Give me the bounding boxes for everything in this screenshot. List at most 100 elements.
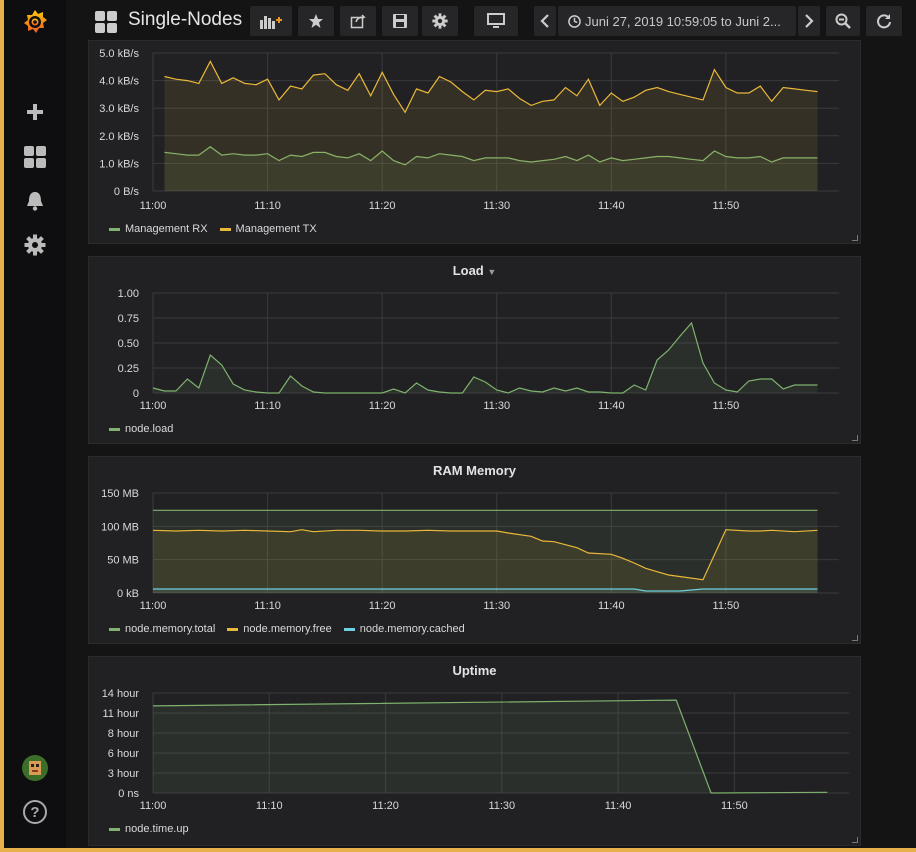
series-area (164, 146, 818, 191)
y-tick-label: 4.0 kB/s (99, 76, 139, 88)
resize-handle[interactable] (852, 635, 858, 641)
y-tick-label: 0 (133, 388, 139, 400)
resize-handle[interactable] (852, 235, 858, 241)
x-tick-label: 11:20 (369, 600, 396, 612)
help-icon[interactable]: ? (4, 794, 66, 830)
series-area (153, 529, 818, 593)
panel-title[interactable]: Uptime (452, 663, 497, 678)
x-tick-label: 11:40 (598, 200, 625, 212)
resize-handle[interactable] (852, 837, 858, 843)
y-tick-label: 0 B/s (114, 186, 140, 198)
zoom-out-button[interactable] (826, 6, 860, 36)
star-button[interactable] (298, 6, 334, 36)
legend: Management RX Management TX (109, 223, 317, 235)
chevron-left-icon (540, 14, 549, 28)
series-line[interactable] (153, 588, 818, 592)
x-tick-label: 11:10 (254, 200, 281, 212)
grafana-logo-icon[interactable] (4, 2, 66, 42)
time-range-text: Juni 27, 2019 10:59:05 to Juni 2... (585, 13, 781, 29)
dashboard-grid-icon (94, 10, 118, 39)
y-tick-label: 100 MB (101, 521, 139, 533)
series-area (153, 589, 818, 593)
series-line[interactable] (152, 529, 818, 581)
time-forward-button[interactable] (798, 6, 820, 36)
save-button[interactable] (382, 6, 418, 36)
legend-item[interactable]: Management TX (219, 223, 317, 235)
legend: node.time.up (109, 823, 189, 835)
add-panel-button[interactable] (250, 6, 292, 36)
y-tick-label: 0 ns (118, 788, 139, 800)
legend-item[interactable]: node.memory.cached (343, 623, 465, 635)
y-tick-label: 1.0 kB/s (99, 158, 139, 170)
y-tick-label: 11 hour (103, 708, 140, 720)
gear-icon[interactable] (4, 227, 66, 263)
series-line[interactable] (164, 146, 818, 166)
ram-chart: 0 kB 50 MB 100 MB 150 MB 11:00 11:10 11:20 11:3… (101, 488, 839, 612)
resize-handle[interactable] (852, 435, 858, 441)
y-tick-label: 150 MB (101, 488, 139, 500)
x-tick-label: 11:00 (140, 600, 167, 612)
share-button[interactable] (340, 6, 376, 36)
legend-item[interactable]: Management RX (109, 223, 208, 235)
x-tick-label: 11:30 (483, 200, 510, 212)
y-tick-label: 3.0 kB/s (99, 103, 139, 115)
panel-title[interactable]: RAM Memory (432, 463, 517, 478)
x-tick-label: 11:10 (256, 800, 283, 812)
legend-swatch (109, 427, 120, 431)
dashboard-title[interactable]: Single-Nodes ▼ (128, 9, 262, 31)
refresh-button[interactable] (866, 6, 902, 36)
x-tick-label: 11:30 (483, 400, 510, 412)
x-tick-label: 11:40 (598, 600, 625, 612)
series-area (153, 700, 828, 793)
legend-item[interactable]: node.memory.free (227, 623, 332, 635)
y-tick-label: 6 hour (108, 748, 140, 760)
y-tick-label: 5.0 kB/s (99, 48, 139, 60)
legend-label: node.memory.free (243, 623, 332, 635)
dashboards-icon[interactable] (4, 139, 66, 175)
y-tick-label: 2.0 kB/s (99, 131, 139, 143)
series-area (164, 61, 818, 191)
y-tick-label: 0.75 (118, 313, 139, 325)
x-tick-label: 11:50 (713, 400, 740, 412)
legend-label: node.memory.total (125, 623, 216, 635)
legend-item[interactable]: node.time.up (109, 823, 189, 835)
series-line[interactable] (164, 59, 818, 114)
settings-icon (432, 13, 448, 29)
bell-icon[interactable] (4, 183, 66, 219)
y-tick-label: 0 kB (117, 588, 139, 600)
y-tick-label: 1.00 (118, 288, 139, 300)
y-tick-label: 0.25 (118, 363, 139, 375)
series-line[interactable] (152, 699, 828, 794)
avatar[interactable] (4, 750, 66, 786)
legend-label: Management TX (235, 223, 317, 235)
legend-item[interactable]: node.load (109, 423, 173, 435)
legend-swatch (343, 627, 355, 631)
tv-mode-button[interactable] (474, 6, 518, 36)
zoom-out-icon (835, 13, 851, 29)
x-tick-label: 11:40 (598, 400, 625, 412)
legend: node.memory.total node.memory.free node.me… (109, 623, 465, 635)
time-picker-button[interactable]: Juni 27, 2019 10:59:05 to Juni 2... (558, 6, 796, 36)
series-line[interactable] (152, 321, 818, 394)
network-chart: 0 B/s 1.0 kB/s 2.0 kB/s 3.0 kB/s 4.0 kB/s 5.0… (99, 48, 839, 212)
panel-title[interactable]: Load ▼ (452, 263, 497, 278)
dashboard-title-text: Single-Nodes (128, 9, 243, 30)
uptime-chart: 0 ns 3 hour 6 hour 8 hour 11 hour 14 hour 11:0… (102, 688, 849, 812)
x-tick-label: 11:20 (372, 800, 399, 812)
x-tick-label: 11:30 (483, 600, 510, 612)
scroll-gutter (862, 44, 916, 848)
settings-button[interactable] (422, 6, 458, 36)
legend: node.load (109, 423, 173, 435)
panel-ram-memory: RAM Memory 0 kB 50 MB 100 MB 150 MB 11:00 11:… (88, 456, 861, 644)
time-back-button[interactable] (534, 6, 556, 36)
x-tick-label: 11:50 (721, 800, 748, 812)
x-tick-label: 11:00 (140, 200, 167, 212)
save-icon (393, 14, 407, 28)
caret-down-icon: ▼ (487, 267, 497, 277)
legend-swatch (219, 227, 231, 231)
clock-icon (568, 14, 581, 28)
y-tick-label: 8 hour (108, 728, 140, 740)
x-tick-label: 11:20 (369, 400, 396, 412)
plus-icon[interactable] (4, 94, 66, 130)
legend-item[interactable]: node.memory.total (109, 623, 215, 635)
